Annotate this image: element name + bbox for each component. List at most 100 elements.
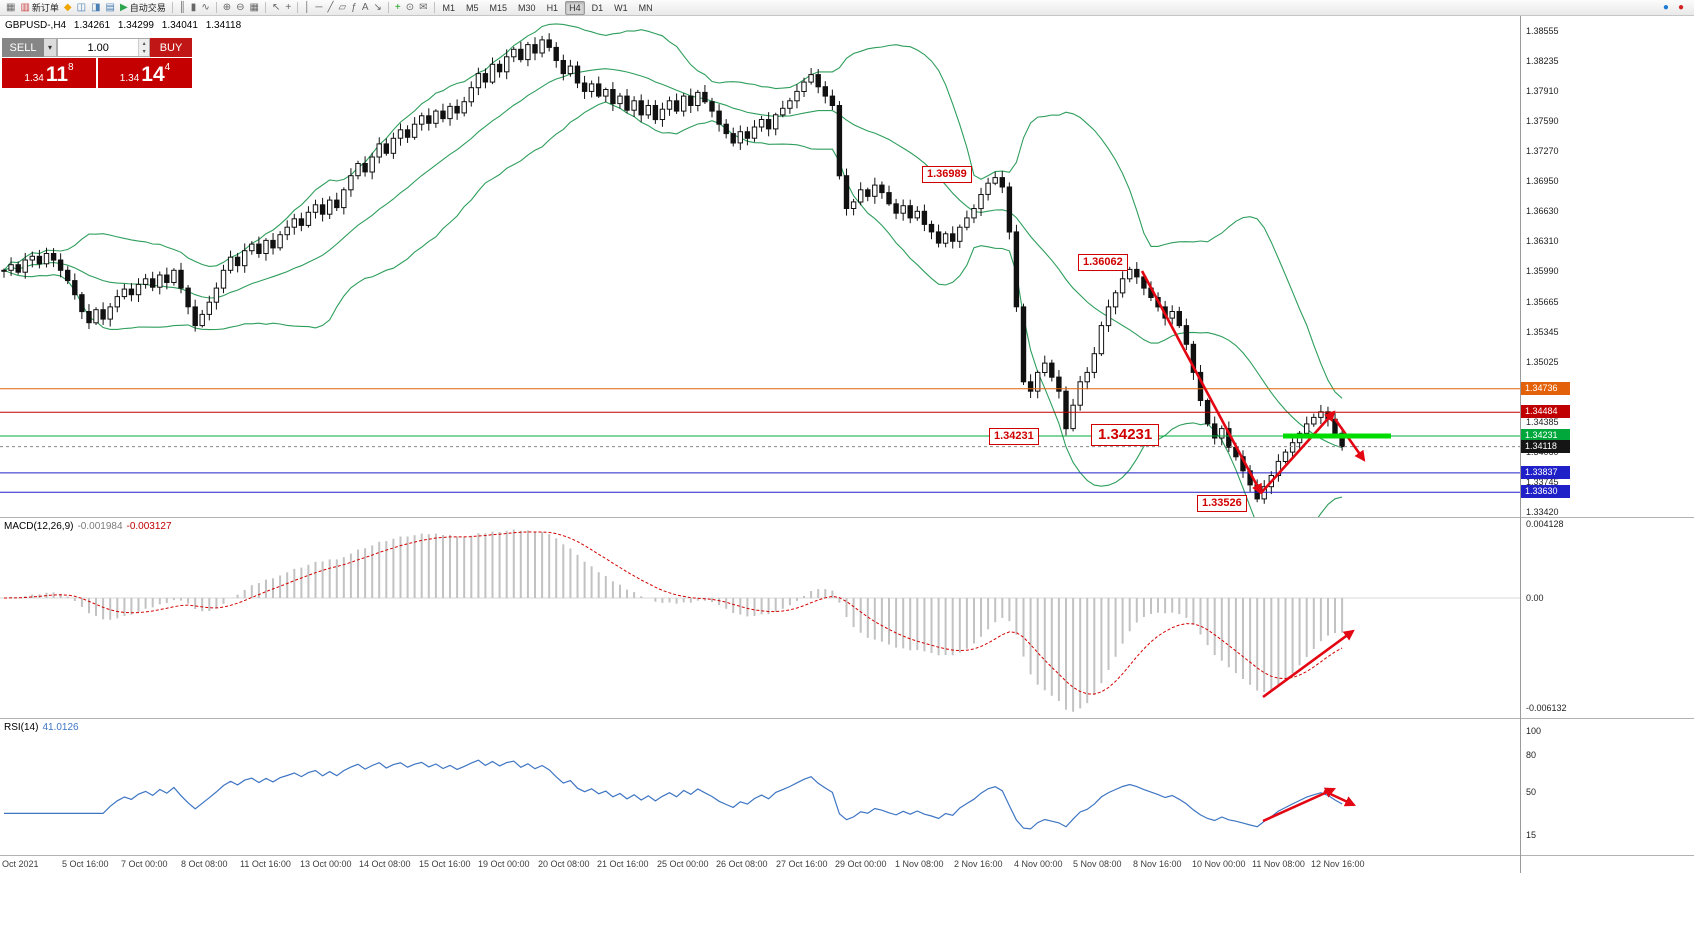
buy-button[interactable]: BUY	[150, 38, 192, 57]
data-window-icon[interactable]: ◨	[89, 1, 102, 14]
macd-panel[interactable]: MACD(12,26,9) -0.001984 -0.003127	[0, 518, 1520, 718]
favorites-icon[interactable]: ◆	[62, 1, 74, 14]
fibonacci-icon[interactable]: ƒ	[349, 1, 359, 14]
time-label: 20 Oct 08:00	[538, 859, 590, 869]
terminal-icon[interactable]: ▤	[104, 1, 117, 14]
tile-windows-icon[interactable]: ▦	[247, 1, 260, 14]
bars-icon[interactable]: ║	[177, 1, 188, 14]
lot-decrease-button[interactable]: ▾	[142, 48, 146, 55]
chart-window-icon[interactable]: ▦	[4, 1, 17, 14]
vertical-line-icon[interactable]: │	[302, 1, 312, 14]
price-annotation[interactable]: 1.33526	[1197, 495, 1247, 512]
panel-separator[interactable]	[0, 517, 1694, 518]
scale-tick: 0.004128	[1526, 519, 1564, 529]
lot-size-field: ▴ ▾	[57, 38, 150, 57]
crosshair-icon[interactable]: +	[283, 1, 293, 14]
timeframe-mn[interactable]: MN	[638, 2, 653, 13]
channel-icon[interactable]: ▱	[337, 1, 349, 14]
zoom-in-icon: ⊕	[222, 2, 232, 13]
zoom-out-icon: ⊖	[236, 2, 245, 13]
time-label: 8 Nov 16:00	[1133, 859, 1182, 869]
time-label: 11 Nov 08:00	[1252, 859, 1305, 869]
mail-icon[interactable]: ✉	[417, 1, 429, 14]
lot-size-input[interactable]	[58, 39, 139, 56]
arrows-tool-icon[interactable]: ↘	[371, 1, 383, 14]
price-tag: 1.33630	[1521, 485, 1570, 498]
bars-icon: ║	[178, 2, 186, 13]
timeframe-m5[interactable]: M5	[466, 2, 479, 13]
lot-stepper: ▴ ▾	[138, 39, 149, 56]
price-annotation[interactable]: 1.34231	[1091, 424, 1160, 446]
alerts-icon[interactable]: ●	[1677, 2, 1684, 13]
autotrading-button[interactable]: ▶ 自动交易	[118, 1, 168, 14]
time-label: 7 Oct 00:00	[121, 859, 168, 869]
timeframe-m30[interactable]: M30	[518, 2, 536, 13]
time-label: 19 Oct 00:00	[478, 859, 530, 869]
scale-tick: 50	[1526, 787, 1537, 797]
mail-icon: ✉	[419, 2, 428, 13]
buy-price-display[interactable]: 1.34 14 4	[98, 58, 192, 88]
sell-price-sup: 8	[68, 62, 74, 73]
price-tag: 1.33837	[1521, 466, 1570, 479]
trendline-icon[interactable]: ╱	[326, 1, 336, 14]
price-chart-panel[interactable]	[0, 16, 1520, 517]
zoom-in-icon[interactable]: ⊕	[221, 1, 233, 14]
scale-tick: 1.35665	[1526, 297, 1559, 307]
rsi-title: RSI(14)	[4, 722, 39, 733]
market-watch-icon[interactable]: ◫	[75, 1, 88, 14]
timeframe-w1[interactable]: W1	[614, 2, 628, 13]
new-order-icon: ▥	[20, 2, 30, 13]
market-watch-icon: ◫	[76, 2, 87, 13]
time-label: 14 Oct 08:00	[359, 859, 411, 869]
timeframe-h4[interactable]: H4	[565, 0, 585, 15]
time-label: 5 Nov 08:00	[1073, 859, 1122, 869]
close-value: 1.34118	[205, 20, 242, 31]
text-tool-icon[interactable]: A	[360, 1, 371, 14]
sell-price-display[interactable]: 1.34 11 8	[2, 58, 96, 88]
scale-tick: 1.34705	[1526, 387, 1559, 397]
timeframe-h1[interactable]: H1	[546, 2, 559, 13]
line-chart-icon[interactable]: ∿	[199, 1, 211, 14]
scale-tick: 1.35990	[1526, 266, 1559, 276]
scale-tick: 0.00	[1526, 593, 1544, 603]
buy-price-small: 1.34	[119, 73, 140, 84]
candlestick-chart[interactable]	[0, 16, 1520, 517]
sell-price-small: 1.34	[24, 73, 44, 84]
time-label: 21 Oct 16:00	[597, 859, 649, 869]
toolbar-separator	[297, 2, 299, 13]
time-label: Oct 2021	[2, 859, 39, 869]
sell-price-big: 11	[45, 63, 69, 86]
toolbar-buttons: ▦ ▥ 新订单 ◆ ◫ ◨ ▤ ▶ 自动交易 ║ ▮ ∿ ⊕ ⊖ ▦ ↖ + │ ─ ╱ ▱ ƒ A ↘ + ⊙ ✉	[4, 1, 438, 14]
symbol-period: GBPUSD-,H4	[5, 20, 67, 31]
price-annotation[interactable]: 1.34231	[989, 428, 1039, 445]
macd-signal-value: -0.003127	[126, 521, 172, 532]
period-clock-icon[interactable]: ⊙	[404, 1, 416, 14]
community-icon[interactable]: ●	[1662, 2, 1669, 13]
timeframe-m15[interactable]: M15	[489, 2, 508, 13]
scale-tick: 1.38555	[1526, 26, 1559, 36]
panel-separator[interactable]	[0, 718, 1694, 719]
timeframe-d1[interactable]: D1	[591, 2, 604, 13]
time-label: 4 Nov 00:00	[1014, 859, 1063, 869]
cursor-icon[interactable]: ↖	[270, 1, 282, 14]
scale-tick: 1.33745	[1526, 477, 1559, 487]
time-axis[interactable]: Oct 2021 5 Oct 16:00 7 Oct 00:00 8 Oct 08:0…	[0, 856, 1520, 873]
timeframe-m1[interactable]: M1	[442, 2, 456, 13]
candles-icon[interactable]: ▮	[189, 1, 199, 14]
toolbar-right-icons: ● ●	[1661, 1, 1690, 14]
lot-increase-button[interactable]: ▴	[142, 40, 146, 47]
sell-button[interactable]: SELL	[2, 38, 44, 57]
price-annotation[interactable]: 1.36989	[922, 166, 972, 183]
new-order-button[interactable]: ▥ 新订单	[18, 1, 60, 14]
fibonacci-icon: ƒ	[351, 2, 357, 13]
time-label: 27 Oct 16:00	[776, 859, 828, 869]
trendline-icon: ╱	[327, 2, 334, 13]
horizontal-line-icon[interactable]: ─	[313, 1, 324, 14]
rsi-panel[interactable]: RSI(14) 41.0126	[0, 719, 1520, 855]
tile-windows-icon: ▦	[249, 2, 259, 13]
zoom-out-icon[interactable]: ⊖	[234, 1, 246, 14]
indicators-add-icon[interactable]: +	[393, 1, 403, 14]
sell-dropdown-caret[interactable]: ▾	[44, 38, 57, 57]
price-annotation[interactable]: 1.36062	[1078, 254, 1128, 271]
scale-tick: 1.35025	[1526, 357, 1559, 367]
